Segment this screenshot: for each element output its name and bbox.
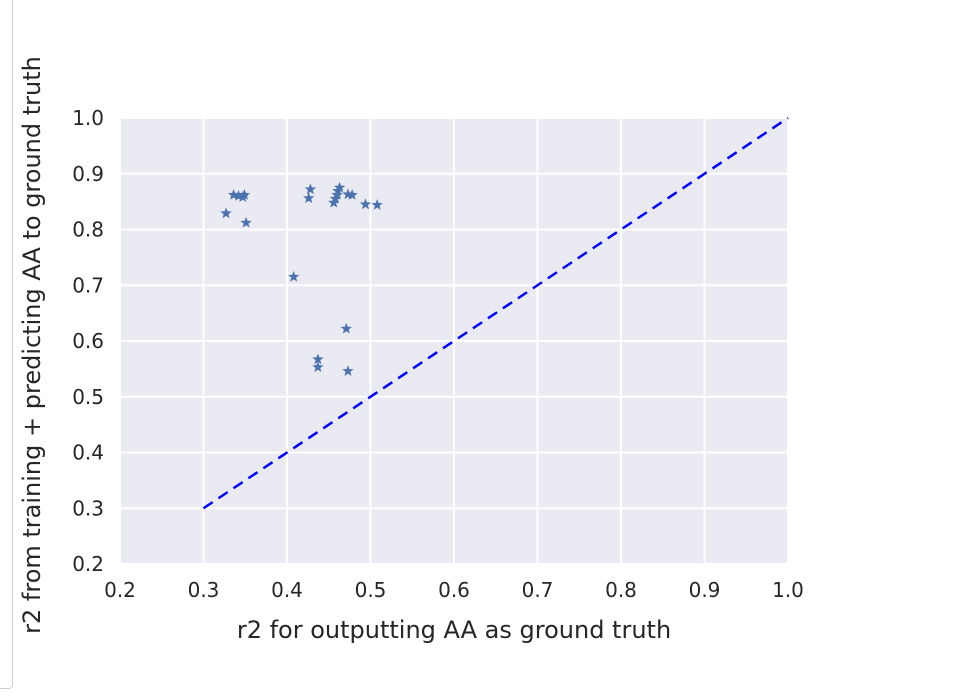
- x-tick-label: 0.4: [271, 578, 303, 602]
- x-tick-label: 0.9: [689, 578, 721, 602]
- data-point-star: [312, 353, 324, 365]
- x-tick-label: 0.7: [522, 578, 554, 602]
- y-tick-label: 0.7: [72, 273, 104, 297]
- x-tick-label: 0.6: [438, 578, 470, 602]
- data-point-star: [304, 183, 317, 195]
- y-tick-label: 1.0: [72, 106, 104, 130]
- data-point-star: [346, 188, 358, 200]
- x-tick-label: 0.8: [605, 578, 637, 602]
- x-tick-label: 0.3: [188, 578, 220, 602]
- data-point-star: [287, 270, 300, 282]
- data-point-star: [342, 365, 354, 376]
- y-tick-label: 0.4: [72, 441, 104, 465]
- data-point-star: [238, 188, 251, 200]
- x-axis-label: r2 for outputting AA as ground truth: [237, 616, 671, 644]
- data-points: [220, 181, 383, 376]
- x-tick-labels: 0.2 0.3 0.4 0.5 0.6 0.7 0.8 0.9 1.0: [104, 578, 804, 602]
- data-point-star: [303, 192, 315, 204]
- y-axis-label: r2 from training + predicting AA to grou…: [18, 56, 46, 634]
- y-tick-label: 0.5: [72, 385, 104, 409]
- data-point-star: [220, 207, 232, 219]
- data-point-star: [340, 322, 352, 334]
- y-tick-label: 0.3: [72, 496, 104, 520]
- data-point-star: [312, 361, 324, 373]
- x-tick-label: 1.0: [772, 578, 804, 602]
- reference-line: [202, 116, 789, 510]
- data-point-star: [371, 198, 383, 210]
- x-tick-label: 0.2: [104, 578, 136, 602]
- data-point-star: [240, 216, 252, 228]
- y-tick-labels: 0.2 0.3 0.4 0.5 0.6 0.7 0.8 0.9 1.0: [72, 106, 104, 576]
- data-point-star: [333, 181, 346, 193]
- reference-line-layer: [202, 116, 789, 510]
- y-tick-label: 0.6: [72, 329, 104, 353]
- grid-lines: [119, 117, 789, 565]
- output-cell-border: [0, 0, 13, 689]
- y-tick-label: 0.9: [72, 162, 104, 186]
- data-point-star: [331, 188, 343, 200]
- y-tick-label: 0.8: [72, 218, 104, 242]
- data-point-star: [359, 198, 372, 210]
- x-tick-label: 0.5: [355, 578, 387, 602]
- y-tick-label: 0.2: [72, 552, 104, 576]
